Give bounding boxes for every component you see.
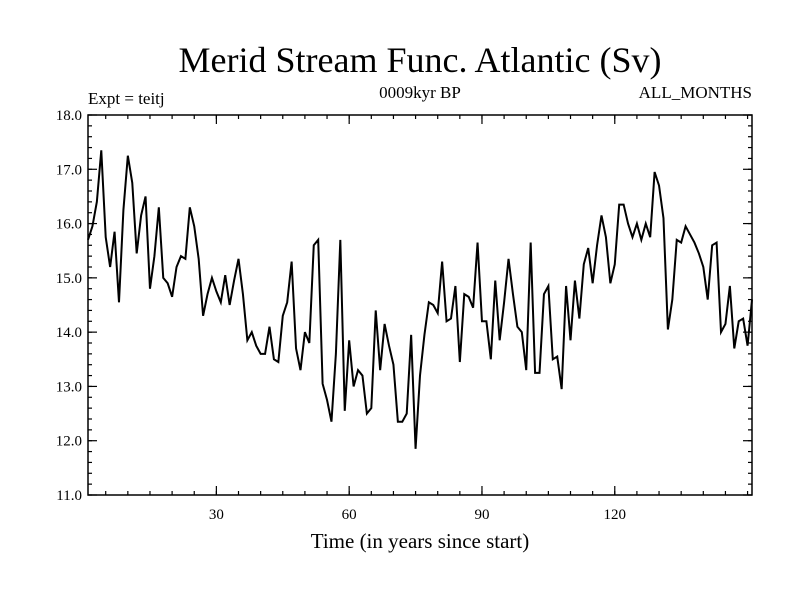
months-label: ALL_MONTHS [639,83,752,102]
y-tick-label: 17.0 [56,162,82,178]
x-tick-label: 90 [474,507,489,523]
y-tick-label: 16.0 [56,217,82,233]
y-tick-label: 15.0 [56,271,82,287]
y-tick-label: 14.0 [56,325,82,341]
ticks [88,114,752,496]
period-label: 0009kyr BP [379,83,461,102]
tick-labels: 11.0 12.0 13.0 14.0 15.0 16.0 17.0 18.0 30 60 90 12… [56,108,626,523]
y-tick-label: 13.0 [56,379,82,395]
y-tick-label: 11.0 [56,488,82,504]
x-tick-label: 30 [209,507,224,523]
y-tick-label: 12.0 [56,434,82,450]
x-axis-label: Time (in years since start) [311,529,530,553]
y-tick-label: 18.0 [56,108,82,124]
chart-title: Merid Stream Func. Atlantic (Sv) [179,40,662,80]
series-line [87,150,753,449]
plot-frame [87,114,753,496]
experiment-label: Expt = teitj [88,89,165,108]
x-tick-label: 60 [342,507,357,523]
x-tick-label: 120 [604,507,627,523]
